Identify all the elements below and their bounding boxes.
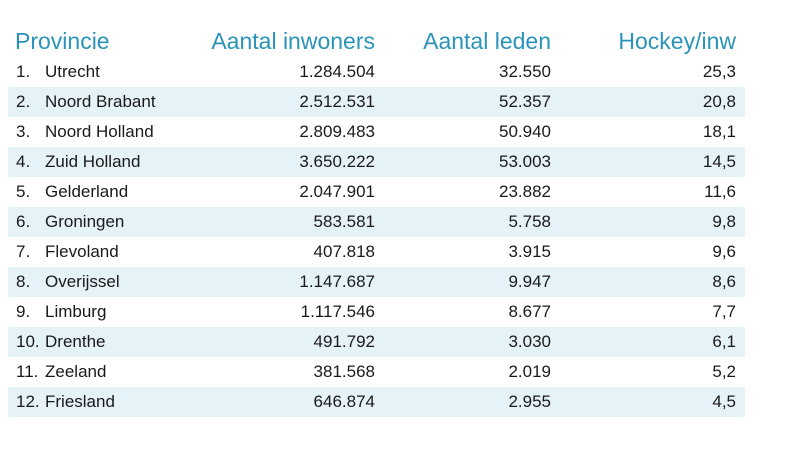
- rank: 2.: [16, 92, 31, 111]
- hockey-ratio: 9,8: [712, 212, 736, 231]
- inhabitants: 3.650.222: [299, 152, 375, 171]
- hockey-ratio: 20,8: [702, 92, 736, 111]
- province-name: Utrecht: [45, 62, 100, 81]
- province-name: Noord Holland: [45, 122, 154, 141]
- table-row: 6. Groningen 583.581 5.758 9,8: [8, 207, 745, 237]
- province-name: Groningen: [45, 212, 125, 231]
- members: 2.955: [508, 392, 551, 411]
- members: 53.003: [499, 152, 551, 171]
- table-row: 7. Flevoland 407.818 3.915 9,6: [8, 237, 745, 267]
- table-row: 3. Noord Holland 2.809.483 50.940 18,1: [8, 117, 745, 147]
- members: 2.019: [508, 362, 551, 381]
- table-row: 4. Zuid Holland 3.650.222 53.003 14,5: [8, 147, 745, 177]
- province-name: Limburg: [45, 302, 107, 321]
- inhabitants: 381.568: [313, 362, 375, 381]
- members: 3.915: [508, 242, 551, 261]
- table-row: 2. Noord Brabant 2.512.531 52.357 20,8: [8, 87, 745, 117]
- inhabitants: 1.284.504: [299, 62, 375, 81]
- members: 50.940: [499, 122, 551, 141]
- hockey-ratio: 4,5: [712, 392, 736, 411]
- hockey-ratio: 11,6: [704, 182, 736, 201]
- inhabitants: 1.117.546: [300, 302, 375, 321]
- table-row: 9. Limburg 1.117.546 8.677 7,7: [8, 297, 745, 327]
- inhabitants: 583.581: [313, 212, 375, 231]
- rank: 3.: [16, 122, 31, 141]
- column-header: Aantal leden: [423, 28, 551, 54]
- inhabitants: 407.818: [313, 242, 375, 261]
- inhabitants: 2.047.901: [299, 182, 375, 201]
- hockey-ratio: 8,6: [712, 272, 736, 291]
- rank: 12.: [16, 392, 40, 411]
- hockey-ratio: 6,1: [712, 332, 736, 351]
- rank: 11.: [16, 362, 39, 381]
- table-row: 5. Gelderland 2.047.901 23.882 11,6: [8, 177, 745, 207]
- rank: 8.: [16, 272, 31, 291]
- province-name: Friesland: [45, 392, 115, 411]
- inhabitants: 491.792: [313, 332, 375, 351]
- inhabitants: 1.147.687: [299, 272, 375, 291]
- province-name: Flevoland: [45, 242, 119, 261]
- hockey-ratio: 7,7: [712, 302, 736, 321]
- column-header: Aantal inwoners: [211, 28, 375, 54]
- province-name: Overijssel: [45, 272, 120, 291]
- column-header: Hockey/inw: [618, 28, 736, 54]
- inhabitants: 2.809.483: [299, 122, 375, 141]
- inhabitants: 646.874: [313, 392, 375, 411]
- members: 3.030: [508, 332, 551, 351]
- hockey-ratio: 25,3: [702, 62, 736, 81]
- members: 5.758: [508, 212, 551, 231]
- rank: 9.: [16, 302, 31, 321]
- rank: 6.: [16, 212, 31, 231]
- province-name: Noord Brabant: [45, 92, 156, 111]
- members: 23.882: [499, 182, 551, 201]
- rank: 1.: [16, 62, 31, 81]
- province-name: Zeeland: [45, 362, 107, 381]
- rank: 4.: [16, 152, 31, 171]
- province-name: Gelderland: [45, 182, 129, 201]
- members: 32.550: [499, 62, 551, 81]
- column-header: Provincie: [15, 28, 110, 54]
- table-row: 10. Drenthe 491.792 3.030 6,1: [8, 327, 745, 357]
- province-name: Zuid Holland: [45, 152, 141, 171]
- rank: 7.: [16, 242, 31, 261]
- members: 8.677: [508, 302, 551, 321]
- rank: 10.: [16, 332, 40, 351]
- hockey-ratio: 14,5: [702, 152, 736, 171]
- hockey-ratio: 9,6: [712, 242, 736, 261]
- inhabitants: 2.512.531: [299, 92, 375, 111]
- table-row: 11. Zeeland 381.568 2.019 5,2: [8, 357, 745, 387]
- hockey-ratio: 5,2: [712, 362, 736, 381]
- members: 9.947: [508, 272, 551, 291]
- hockey-ratio: 18,1: [702, 122, 736, 141]
- table-row: 8. Overijssel 1.147.687 9.947 8,6: [8, 267, 745, 297]
- table-row: 12. Friesland 646.874 2.955 4,5: [8, 387, 745, 417]
- members: 52.357: [499, 92, 551, 111]
- province-name: Drenthe: [45, 332, 106, 351]
- table-row: 1. Utrecht 1.284.504 32.550 25,3: [8, 57, 745, 87]
- rank: 5.: [16, 182, 31, 201]
